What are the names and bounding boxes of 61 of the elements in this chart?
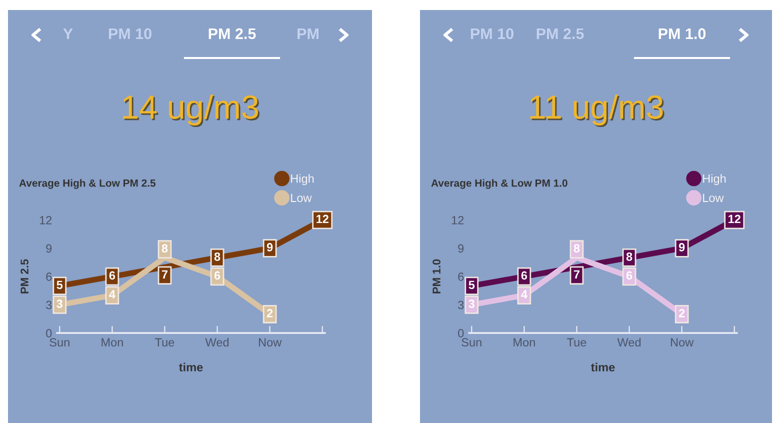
x-tick-label: Wed	[205, 338, 229, 347]
data-label: 9	[266, 243, 273, 252]
y-tick-label: 0	[458, 329, 464, 338]
data-label: 3	[468, 300, 474, 308]
y-tick-label: 0	[46, 329, 52, 338]
y-tick-label: 6	[458, 272, 464, 281]
data-label: 4	[521, 290, 528, 298]
data-label: 2	[678, 308, 685, 318]
data-label: 5	[468, 280, 475, 290]
text: PM 2.5	[208, 28, 256, 40]
data-label: 6	[521, 271, 528, 280]
data-label: 8	[626, 252, 632, 261]
x-axis-title: time	[591, 362, 615, 372]
x-tick-label: Mon	[102, 338, 123, 347]
chart-title: Average High & Low PM 2.5	[19, 179, 156, 189]
y-tick-label: 6	[46, 272, 52, 281]
y-tick-label: 3	[458, 300, 464, 310]
x-tick-label: Tue	[155, 338, 174, 347]
legend-label: High	[291, 174, 314, 186]
y-axis-title: PM 1.0	[432, 259, 440, 294]
text: PM 2.5	[536, 28, 584, 40]
x-tick-label: Wed	[617, 338, 641, 347]
data-label: 4	[109, 290, 116, 298]
y-tick-label: 3	[46, 300, 52, 310]
text: PM 1.0	[658, 28, 706, 40]
data-label: 8	[162, 244, 168, 252]
data-label: 8	[214, 252, 220, 261]
x-tick-label: Tue	[567, 338, 586, 347]
y-tick-label: 12	[452, 216, 464, 224]
data-label: 8	[574, 244, 580, 252]
chart-subtitle: 14 ug/m3	[124, 96, 260, 128]
data-label: 3	[56, 300, 62, 308]
legend-label: Low	[291, 194, 312, 202]
chart-subtitle: 11 ug/m3	[532, 96, 664, 128]
data-label: 9	[678, 243, 685, 252]
x-tick-label: Sun	[50, 338, 70, 347]
chart-title: Average High & Low PM 1.0	[431, 179, 568, 189]
data-label: 12	[728, 214, 740, 224]
data-label: 6	[626, 271, 632, 280]
x-tick-label: Now	[258, 338, 282, 347]
data-label: 5	[56, 280, 63, 290]
y-tick-label: 12	[40, 216, 52, 224]
data-label: 7	[574, 270, 580, 278]
x-tick-label: Mon	[514, 338, 535, 347]
data-label: 6	[109, 271, 116, 280]
legend-label: High	[703, 174, 726, 186]
text: PM 10	[470, 28, 514, 40]
x-axis-title: time	[179, 362, 203, 372]
data-label: 12	[316, 214, 328, 224]
text: PM 10	[108, 28, 152, 40]
y-axis-title: PM 2.5	[20, 259, 28, 294]
data-label: 7	[162, 270, 168, 278]
text: PM	[298, 28, 318, 39]
data-label: 6	[214, 271, 220, 280]
y-tick-label: 9	[46, 244, 52, 253]
text: Y	[63, 28, 73, 39]
legend-label: Low	[703, 194, 724, 202]
x-tick-label: Sun	[462, 338, 482, 347]
y-tick-label: 9	[458, 244, 464, 253]
x-tick-label: Now	[670, 338, 694, 347]
data-label: 2	[266, 308, 273, 318]
